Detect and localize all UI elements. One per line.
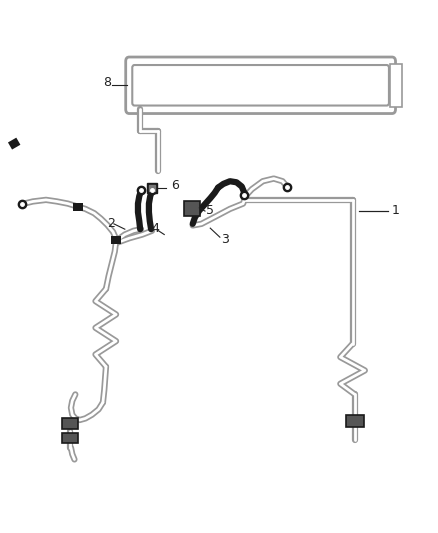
Text: 1: 1 — [392, 204, 400, 217]
Bar — [111, 236, 121, 244]
Bar — [63, 433, 78, 443]
Bar — [184, 201, 200, 216]
Text: 6: 6 — [171, 179, 179, 192]
Bar — [390, 64, 402, 107]
Text: 2: 2 — [107, 216, 115, 230]
Bar — [63, 418, 78, 429]
FancyBboxPatch shape — [126, 57, 396, 114]
Bar — [8, 138, 21, 150]
Text: 4: 4 — [151, 222, 159, 235]
Text: 5: 5 — [206, 204, 214, 217]
Text: 3: 3 — [221, 232, 229, 246]
Bar — [73, 203, 83, 212]
Text: 8: 8 — [103, 76, 111, 90]
Bar — [346, 415, 364, 427]
FancyBboxPatch shape — [132, 65, 389, 106]
